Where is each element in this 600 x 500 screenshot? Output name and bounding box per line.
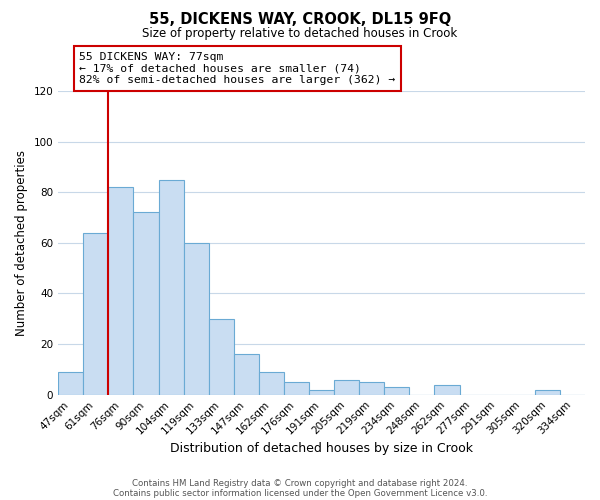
Bar [385,387,409,394]
Bar [158,180,184,394]
Bar [58,372,83,394]
X-axis label: Distribution of detached houses by size in Crook: Distribution of detached houses by size … [170,442,473,455]
Bar [184,243,209,394]
Bar [259,372,284,394]
Bar [209,319,234,394]
Bar [535,390,560,394]
Bar [284,382,309,394]
Y-axis label: Number of detached properties: Number of detached properties [15,150,28,336]
Bar [133,212,158,394]
Text: Size of property relative to detached houses in Crook: Size of property relative to detached ho… [142,28,458,40]
Text: 55 DICKENS WAY: 77sqm
← 17% of detached houses are smaller (74)
82% of semi-deta: 55 DICKENS WAY: 77sqm ← 17% of detached … [79,52,395,85]
Text: Contains public sector information licensed under the Open Government Licence v3: Contains public sector information licen… [113,488,487,498]
Bar [309,390,334,394]
Bar [334,380,359,394]
Text: 55, DICKENS WAY, CROOK, DL15 9FQ: 55, DICKENS WAY, CROOK, DL15 9FQ [149,12,451,28]
Bar [234,354,259,395]
Text: Contains HM Land Registry data © Crown copyright and database right 2024.: Contains HM Land Registry data © Crown c… [132,478,468,488]
Bar [434,384,460,394]
Bar [359,382,385,394]
Bar [83,232,109,394]
Bar [109,187,133,394]
